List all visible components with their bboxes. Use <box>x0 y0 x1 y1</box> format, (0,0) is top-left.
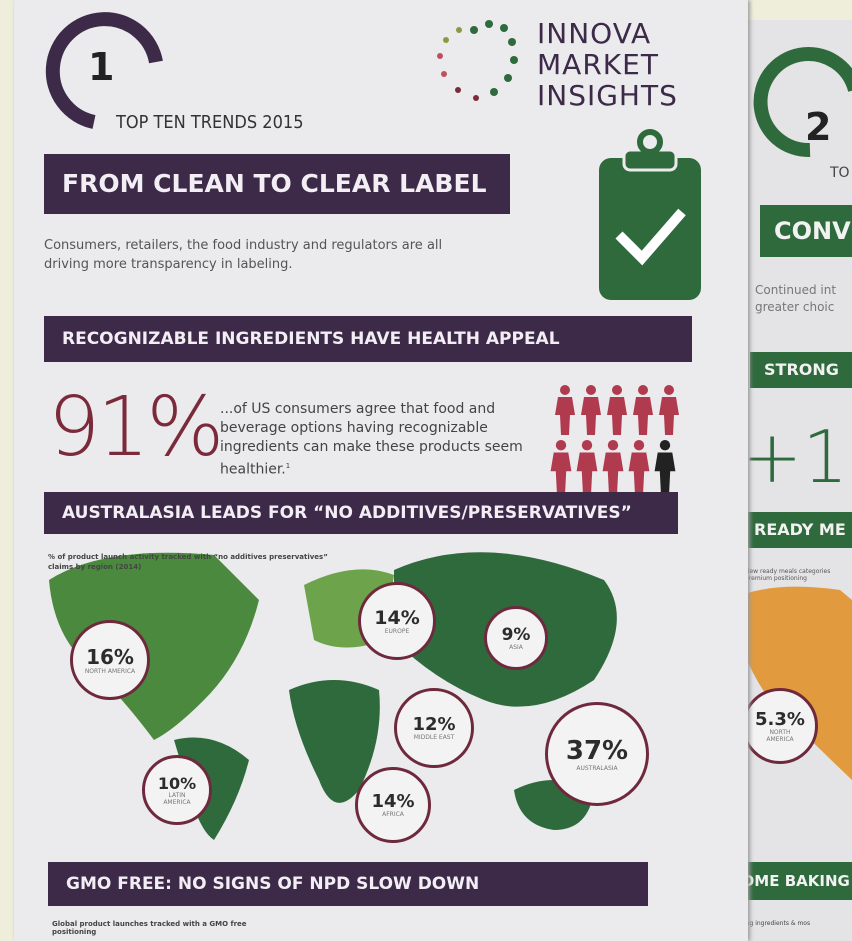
people-icons <box>551 385 679 492</box>
region-bubble: 9%ASIA <box>484 606 548 670</box>
region-value: 10% <box>158 774 196 793</box>
region-value: 14% <box>371 791 414 812</box>
logo-line: INNOVA <box>537 18 678 49</box>
logo-dots <box>437 20 518 101</box>
dot <box>508 38 516 46</box>
region-value: 37% <box>566 736 628 766</box>
person-icon <box>603 440 624 492</box>
person-icon <box>577 440 598 492</box>
person-icon <box>581 385 601 435</box>
logo-line: INSIGHTS <box>537 80 678 111</box>
region-bubble: 14%EUROPE <box>358 582 436 660</box>
photo: 2 TO CONV Continued intgreater choic STR… <box>0 0 852 941</box>
region-label: MIDDLE EAST <box>408 735 460 742</box>
section-heading: RECOGNIZABLE INGREDIENTS HAVE HEALTH APP… <box>44 316 692 362</box>
title-banner: CONV <box>760 205 852 257</box>
region-bubble: 14%AFRICA <box>355 767 431 843</box>
region-bubble: 16%NORTH AMERICA <box>70 620 150 700</box>
stat-description: ...of US consumers agree that food and b… <box>220 401 523 478</box>
world-map <box>49 552 617 840</box>
region-label: EUROPE <box>372 629 422 636</box>
region-bubble: 5.3%NORTH AMERICA <box>742 688 818 764</box>
person-icon <box>551 440 572 492</box>
dot <box>456 27 462 33</box>
intro-line: Continued int <box>755 282 836 299</box>
dot <box>500 24 508 32</box>
person-icon <box>655 440 676 492</box>
dot <box>485 20 493 28</box>
region-label: AFRICA <box>369 812 418 819</box>
region-label: NORTH AMERICA <box>756 730 805 743</box>
person-icon <box>629 440 650 492</box>
footnote-mark: 1 <box>286 462 290 470</box>
dot <box>441 71 447 77</box>
heading: READY ME <box>740 512 852 548</box>
region-label: LATIN AMERICA <box>155 793 200 806</box>
stat: 91% <box>48 380 221 475</box>
section-heading: GMO FREE: NO SIGNS OF NPD SLOW DOWN <box>48 862 648 906</box>
heading: STRONG <box>750 352 852 388</box>
region-bubble: 10%LATIN AMERICA <box>142 755 212 825</box>
intro-line: greater choic <box>755 299 836 316</box>
person-icon <box>555 385 575 435</box>
section-text: Global product launches tracked with a G… <box>52 920 252 936</box>
note: New ready meals categories premium posit… <box>745 568 852 582</box>
stat: +11 <box>742 415 852 499</box>
region-bubble: 37%AUSTRALASIA <box>545 702 649 806</box>
intro: Consumers, retailers, the food industry … <box>44 236 484 274</box>
dot <box>510 56 518 64</box>
section-heading: AUSTRALASIA LEADS FOR “NO ADDITIVES/PRES… <box>44 492 678 534</box>
trend-number: 2 <box>805 105 831 149</box>
region-value: 9% <box>502 625 531 645</box>
region-value: 12% <box>412 714 455 735</box>
map-note: % of product launch activity tracked wit… <box>48 552 348 572</box>
dot <box>473 95 479 101</box>
person-icon <box>607 385 627 435</box>
board <box>599 158 701 300</box>
region-label: ASIA <box>496 645 537 652</box>
logo-line: MARKET <box>537 49 678 80</box>
region-value: 16% <box>86 645 134 669</box>
region-value: 14% <box>374 607 419 629</box>
dot <box>443 37 449 43</box>
stat-text: ...of US consumers agree that food and b… <box>220 400 530 480</box>
region-bubble: 12%MIDDLE EAST <box>394 688 474 768</box>
region-label: AUSTRALASIA <box>563 766 632 773</box>
dot <box>455 87 461 93</box>
person-icon <box>633 385 653 435</box>
series-label: TO <box>830 165 850 181</box>
dot <box>437 53 443 59</box>
dot <box>490 88 498 96</box>
dot <box>504 74 512 82</box>
clip-ring <box>640 132 660 152</box>
person-icon <box>659 385 679 435</box>
region-label: NORTH AMERICA <box>84 669 136 676</box>
dot <box>470 26 478 34</box>
trend-number: 1 <box>88 45 114 89</box>
series-label: TOP TEN TRENDS 2015 <box>116 112 304 133</box>
clipboard <box>599 132 701 300</box>
title-banner: FROM CLEAN TO CLEAR LABEL <box>44 154 510 214</box>
region-value: 5.3% <box>755 709 805 730</box>
